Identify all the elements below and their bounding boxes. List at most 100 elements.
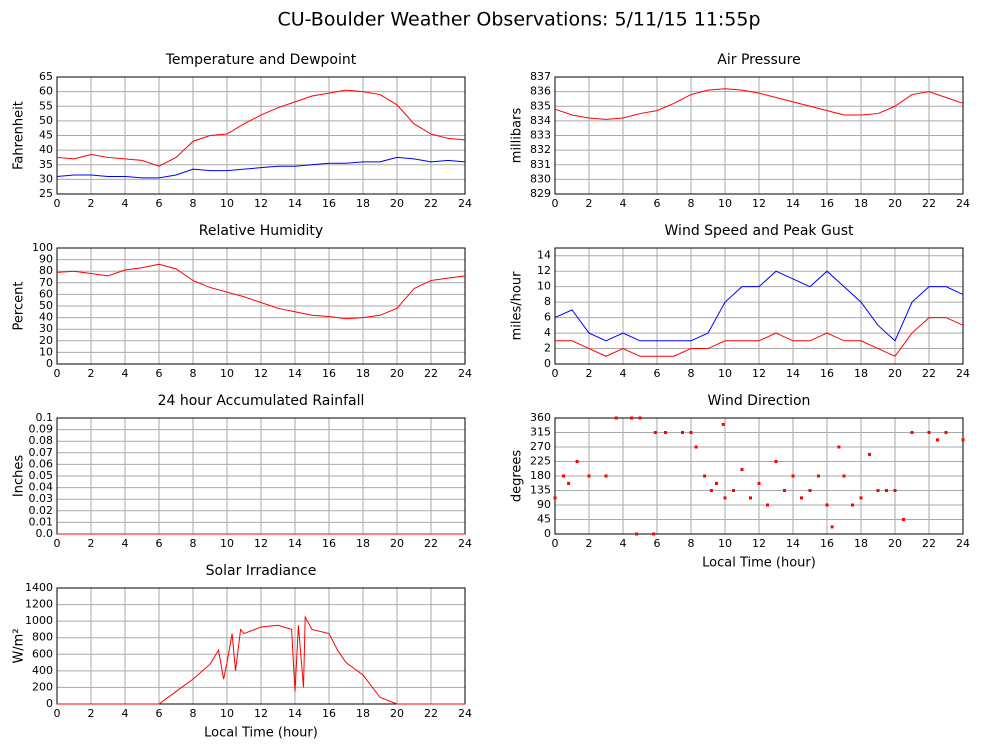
y-tick-label: 0.07 <box>29 446 54 459</box>
y-axis-label: miles/hour <box>510 271 525 340</box>
y-tick-label: 0.01 <box>29 515 54 528</box>
x-tick-label: 14 <box>288 367 302 380</box>
y-tick-label: 0.02 <box>29 504 54 517</box>
data-point <box>902 518 905 521</box>
x-tick-label: 2 <box>88 197 95 210</box>
data-point <box>837 445 841 449</box>
x-tick-label: 24 <box>956 367 970 380</box>
y-tick-label: 4 <box>544 326 551 339</box>
data-point <box>817 474 820 478</box>
x-axis-label: Local Time (hour) <box>204 726 318 741</box>
y-tick-label: 0 <box>46 357 53 370</box>
data-point <box>868 452 871 456</box>
x-tick-label: 2 <box>88 537 95 550</box>
x-tick-label: 0 <box>54 537 61 550</box>
x-tick-label: 22 <box>424 197 438 210</box>
data-point <box>630 416 633 420</box>
x-tick-label: 22 <box>922 197 936 210</box>
data-point <box>604 474 608 478</box>
data-point <box>791 474 795 478</box>
x-tick-label: 6 <box>156 197 163 210</box>
data-point <box>638 416 642 420</box>
data-point <box>664 431 667 434</box>
x-tick-label: 6 <box>654 197 661 210</box>
x-tick-label: 18 <box>356 537 370 550</box>
data-point <box>652 532 656 536</box>
y-tick-label: 40 <box>39 311 53 324</box>
chart-title: Temperature and Dewpoint <box>165 52 357 68</box>
plot-frame <box>554 417 964 535</box>
chart-title: Relative Humidity <box>199 223 323 239</box>
x-tick-label: 0 <box>552 367 559 380</box>
y-tick-label: 360 <box>530 411 551 424</box>
data-point <box>703 474 707 478</box>
chart-title: Wind Direction <box>708 393 811 409</box>
x-tick-label: 22 <box>922 537 936 550</box>
data-line <box>56 263 466 320</box>
x-tick-label: 24 <box>458 707 472 720</box>
y-tick-label: 0 <box>544 527 551 540</box>
plot-frame <box>554 247 964 365</box>
y-tick-label: 831 <box>530 158 551 171</box>
x-tick-label: 2 <box>586 197 593 210</box>
data-point <box>740 468 744 472</box>
x-tick-label: 20 <box>390 537 404 550</box>
plot-frame <box>56 587 466 705</box>
data-point <box>749 496 752 500</box>
data-point <box>575 460 579 463</box>
y-tick-label: 55 <box>39 99 53 112</box>
data-point <box>681 431 684 434</box>
x-tick-label: 16 <box>820 367 834 380</box>
y-tick-label: 12 <box>537 264 551 277</box>
y-tick-label: 60 <box>39 287 53 300</box>
x-tick-label: 20 <box>390 367 404 380</box>
y-tick-label: 400 <box>32 664 53 677</box>
x-tick-label: 0 <box>552 197 559 210</box>
y-tick-label: 6 <box>544 311 551 324</box>
x-tick-label: 8 <box>688 367 695 380</box>
y-tick-label: 0.09 <box>29 423 54 436</box>
x-tick-label: 2 <box>586 537 593 550</box>
x-tick-label: 6 <box>156 707 163 720</box>
y-tick-label: 600 <box>32 647 53 660</box>
x-tick-label: 8 <box>190 707 197 720</box>
data-line <box>56 89 466 167</box>
x-tick-label: 12 <box>254 707 268 720</box>
data-line <box>554 88 964 120</box>
y-tick-label: 65 <box>39 70 53 83</box>
y-tick-label: 50 <box>39 299 53 312</box>
x-tick-label: 10 <box>718 367 732 380</box>
x-tick-label: 14 <box>288 707 302 720</box>
x-tick-label: 4 <box>620 367 627 380</box>
y-tick-label: 832 <box>530 143 551 156</box>
x-tick-label: 16 <box>322 707 336 720</box>
y-tick-label: 25 <box>39 187 53 200</box>
data-point <box>709 489 713 492</box>
y-tick-label: 90 <box>537 498 551 511</box>
data-point <box>842 474 846 478</box>
y-tick-label: 45 <box>39 129 53 142</box>
x-tick-label: 24 <box>956 537 970 550</box>
chart-title: 24 hour Accumulated Rainfall <box>158 393 365 409</box>
x-tick-label: 12 <box>752 537 766 550</box>
x-tick-label: 6 <box>654 537 661 550</box>
y-tick-label: 833 <box>530 129 551 142</box>
x-tick-label: 18 <box>356 197 370 210</box>
x-tick-label: 12 <box>254 537 268 550</box>
y-tick-label: 35 <box>39 158 53 171</box>
data-point <box>723 496 727 500</box>
x-tick-label: 4 <box>122 707 129 720</box>
y-tick-label: 0.03 <box>29 492 54 505</box>
x-tick-label: 8 <box>190 537 197 550</box>
data-point <box>961 438 965 442</box>
y-tick-label: 30 <box>39 322 53 335</box>
data-point <box>721 422 725 426</box>
x-tick-label: 0 <box>54 197 61 210</box>
x-tick-label: 10 <box>718 197 732 210</box>
x-tick-label: 22 <box>922 367 936 380</box>
y-tick-label: 0 <box>544 357 551 370</box>
data-point <box>635 532 639 536</box>
plot-frame <box>56 76 466 195</box>
y-tick-label: 0.08 <box>29 434 54 447</box>
